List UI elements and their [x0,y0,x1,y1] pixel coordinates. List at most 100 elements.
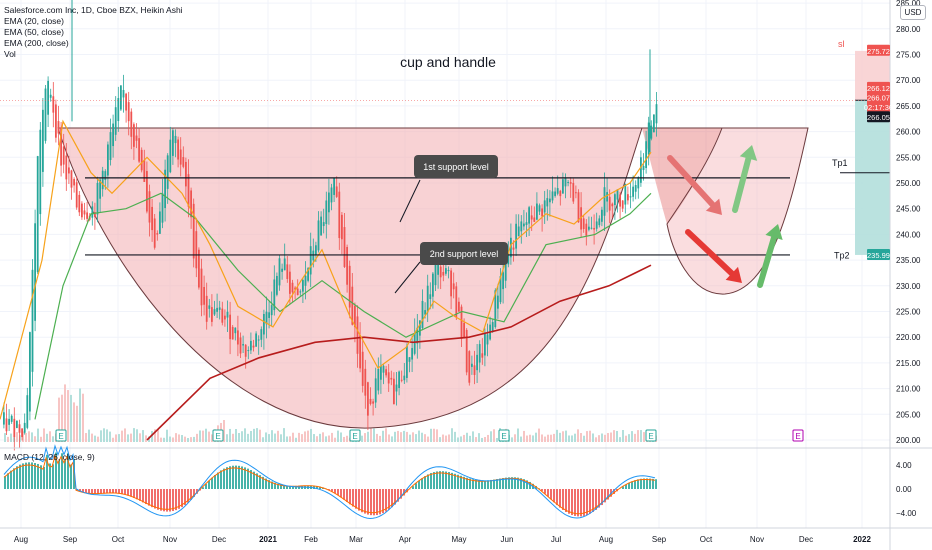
macd-histogram-bar [379,489,381,515]
ema20-line [0,119,652,420]
volume-bar [61,394,63,442]
macd-histogram-bar [625,484,627,489]
volume-bar [460,436,462,442]
volume-bar [373,428,375,442]
volume-bar [322,432,324,442]
volume-bar [466,432,468,442]
volume-bar [175,433,177,442]
volume-bar [598,435,600,442]
macd-histogram-bar [562,489,564,510]
candle [382,365,385,373]
macd-histogram-bar [118,489,120,494]
time-tick: Sep [652,535,667,544]
macd-histogram-bar [163,489,165,512]
volume-legend[interactable]: Vol [4,49,16,59]
ema200-legend[interactable]: EMA (200, close) [4,38,69,48]
tp2-price-tag: 235.99 [867,251,890,260]
candle [408,357,411,362]
candle [603,187,606,216]
macd-histogram-bar [601,489,603,506]
candle [494,290,497,328]
volume-bar [115,434,117,442]
macd-histogram-bar [430,473,432,489]
macd-histogram-bar [160,489,162,511]
candle [190,190,192,218]
candle [541,208,543,217]
macd-histogram-bar [589,489,591,514]
time-tick: May [451,535,466,544]
candle [200,268,203,306]
volume-bar [262,437,264,442]
macd-histogram-bar [178,489,180,509]
candle [387,372,390,384]
candle [107,144,109,176]
volume-bar [409,434,411,442]
candle [49,94,52,98]
candle [455,286,458,318]
volume-bar [19,435,21,442]
volume-bar [202,430,204,442]
candle [156,233,159,235]
macd-histogram-bar [256,473,258,489]
macd-histogram-bar [148,489,150,506]
candle [624,183,627,205]
macd-histogram-bar [604,489,606,503]
candle [172,130,174,156]
candle [439,266,442,278]
earnings-marker [645,429,657,442]
macd-histogram-bar [427,474,429,489]
macd-histogram-bar [289,485,291,489]
candle [174,135,177,144]
volume-bar [472,431,474,442]
candle [133,124,135,147]
candle [640,157,642,183]
macd-histogram-bar [358,489,360,511]
volume-bar [88,429,90,442]
candle [291,282,294,293]
macd-histogram-bar [238,465,240,489]
volume-bar [190,437,192,442]
macd-histogram-bar [487,480,489,489]
candle [169,139,172,173]
macd-histogram-bar [460,475,462,489]
ema50-legend[interactable]: EMA (50, close) [4,27,64,37]
macd-histogram-bar [82,489,84,493]
volume-bar [46,433,48,442]
volume-bar [325,436,327,442]
candle [354,305,356,328]
candle [642,166,645,171]
macd-pane [0,444,932,520]
volume-bar [268,434,270,442]
volume-bar [520,436,522,442]
candle [224,315,226,320]
currency-button[interactable]: USD [900,5,926,20]
macd-histogram-bar [175,489,177,511]
volume-bar [628,434,630,442]
candle [42,109,44,172]
macd-histogram-bar [154,489,156,509]
candle [343,227,346,267]
ema20-legend[interactable]: EMA (20, close) [4,16,64,26]
candle [182,157,185,167]
candle [234,327,237,334]
candle [421,300,424,329]
macd-histogram-bar [313,485,315,489]
volume-bar [640,430,642,442]
macd-legend[interactable]: MACD (12, 26, close, 9) [4,452,95,462]
candle [18,424,21,433]
tp2-label: Tp2 [834,250,850,260]
volume-bar [367,431,369,442]
price-tick: 230.00 [896,282,921,291]
volume-bar [313,434,315,442]
symbol-title[interactable]: Salesforce.com Inc, 1D, Cboe BZX, Heikin… [4,5,183,15]
macd-histogram-bar [127,489,129,496]
countdown-tag-bg [867,100,890,112]
volume-bar [265,432,267,442]
candle [400,379,403,381]
macd-histogram-bar [157,489,159,510]
macd-histogram-bar [247,468,249,489]
volume-bar [643,432,645,442]
macd-histogram-bar [190,489,192,500]
